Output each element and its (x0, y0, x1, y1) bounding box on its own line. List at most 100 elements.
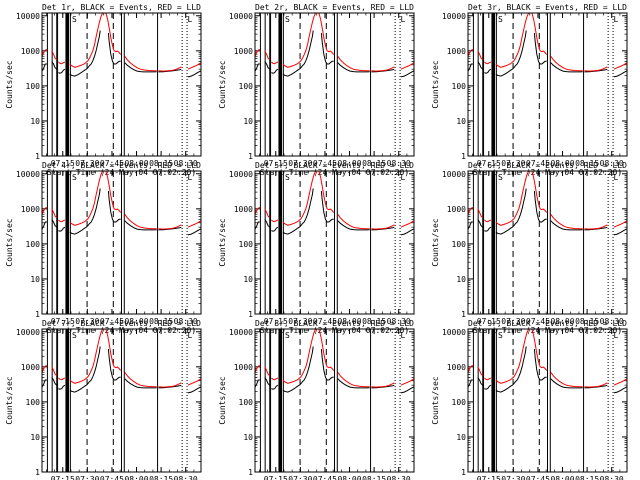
y-axis-label: Counts/sec (5, 60, 14, 108)
y-tick-label: 1 (248, 310, 253, 319)
series-line-lld (337, 214, 370, 230)
marker-thick-band (278, 13, 283, 156)
y-tick-label: 1 (461, 310, 466, 319)
x-tick-label: 07:45 (526, 475, 550, 480)
marker-label-s: S (72, 15, 77, 24)
series-line-events (533, 33, 547, 65)
y-tick-label: 10 (243, 117, 253, 126)
series-line-events (320, 349, 334, 381)
series-line-events (124, 378, 157, 389)
series-line-events (69, 346, 101, 393)
y-axis-label: Counts/sec (431, 218, 440, 266)
series-line-events (282, 188, 314, 235)
x-tick-label: 08:15 (362, 159, 386, 168)
y-axis-label: Counts/sec (5, 218, 14, 266)
panel-det-9: Det 9r, BLACK = Events, RED = LLD Counts/… (431, 319, 628, 480)
series-line-events (550, 378, 583, 389)
x-tick-label: 07:45 (313, 317, 337, 326)
panel-title: Det 6r, BLACK = Events, RED = LLD (468, 161, 627, 170)
x-tick-label: 07:30 (501, 475, 525, 480)
series-line-lld (42, 364, 48, 373)
series-line-lld (337, 372, 370, 388)
series-line-events (51, 61, 58, 70)
series-line-events (400, 228, 414, 236)
plot-frame (467, 170, 628, 315)
y-tick-label: 1000 (447, 47, 466, 56)
marker-label-l: L (401, 15, 406, 24)
series-line-lld (550, 56, 583, 72)
y-tick-label: 100 (239, 398, 254, 407)
series-line-events (337, 62, 370, 73)
x-tick-label: 08:00 (550, 475, 574, 480)
series-line-events (550, 62, 583, 73)
series-line-events (69, 30, 101, 77)
series-line-events (584, 68, 608, 73)
series-line-events (107, 349, 121, 381)
marker-label-l: L (188, 15, 193, 24)
series-line-events (42, 63, 47, 72)
series-line-events (533, 349, 547, 381)
series-line-events (42, 221, 47, 230)
series-line-events (613, 70, 627, 78)
y-tick-label: 10 (456, 433, 466, 442)
x-tick-label: 08:00 (124, 475, 148, 480)
series-line-events (264, 377, 271, 386)
y-tick-label: 1 (35, 468, 40, 477)
series-lld (42, 13, 201, 72)
y-tick-label: 1000 (234, 205, 253, 214)
series-line-events (371, 68, 395, 73)
series-line-events (400, 386, 414, 394)
series-line-lld (187, 62, 201, 70)
series-line-events (158, 226, 182, 231)
x-tick-label: 07:15 (264, 159, 288, 168)
y-axis-label: Counts/sec (218, 218, 227, 266)
series-line-lld (69, 329, 104, 384)
y-tick-label: 100 (452, 82, 467, 91)
series-lld (468, 13, 627, 72)
series-line-events (282, 30, 314, 77)
y-tick-label: 10000 (16, 12, 40, 21)
series-line-lld (58, 377, 66, 381)
y-tick-label: 100 (452, 240, 467, 249)
marker-thick-band (65, 329, 70, 472)
y-tick-label: 100 (26, 82, 41, 91)
series-line-lld (584, 382, 608, 388)
y-tick-label: 1 (35, 310, 40, 319)
x-tick-label: 07:15 (477, 159, 501, 168)
y-tick-label: 10 (30, 433, 40, 442)
series-line-lld (271, 219, 279, 223)
marker-label-s: S (72, 173, 77, 182)
series-line-lld (613, 220, 627, 228)
series-line-events (282, 346, 314, 393)
series-line-events (124, 62, 157, 73)
series-line-lld (477, 208, 484, 219)
series-line-events (255, 221, 260, 230)
series-line-lld (42, 206, 48, 215)
series-lld (42, 329, 201, 388)
x-tick-label: 07:30 (75, 475, 99, 480)
series-line-lld (495, 171, 530, 226)
panel-title: Det 3r, BLACK = Events, RED = LLD (468, 3, 627, 12)
x-tick-label: 08:30 (387, 159, 411, 168)
y-axis-label: Counts/sec (431, 60, 440, 108)
series-line-events (158, 68, 182, 73)
series-line-events (371, 384, 395, 389)
series-events (255, 346, 414, 394)
series-line-lld (282, 171, 317, 226)
x-tick-label: 08:00 (124, 159, 148, 168)
plot-frame (467, 328, 628, 473)
y-tick-label: 10 (456, 117, 466, 126)
marker-thick-band (491, 329, 496, 472)
x-tick-label: 07:15 (51, 159, 75, 168)
y-tick-label: 10 (456, 275, 466, 284)
series-line-events (484, 226, 492, 232)
series-line-lld (613, 378, 627, 386)
series-lld (468, 329, 627, 388)
series-line-events (320, 33, 334, 65)
x-tick-label: 08:15 (575, 159, 599, 168)
series-line-lld (550, 214, 583, 230)
series-events (255, 30, 414, 78)
series-line-lld (318, 13, 335, 55)
series-line-lld (255, 206, 261, 215)
y-tick-label: 10 (243, 433, 253, 442)
